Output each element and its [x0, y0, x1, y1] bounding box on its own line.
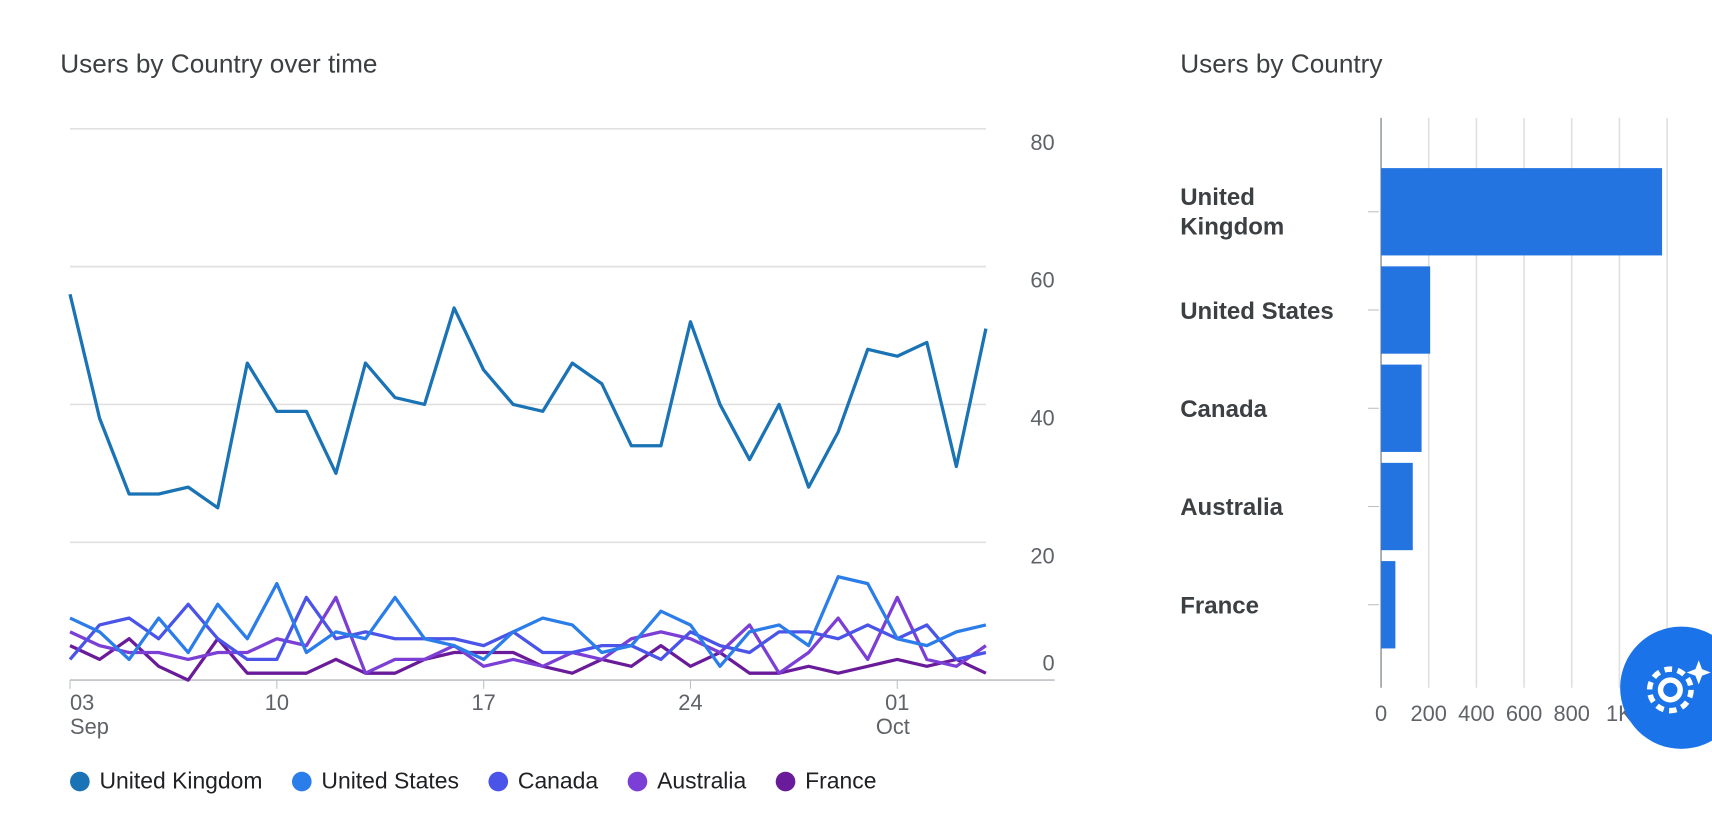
- y-tick-label: 40: [1030, 405, 1054, 430]
- chart-title: Users by Country: [1180, 48, 1383, 78]
- x-tick-label: 10: [265, 690, 289, 715]
- legend-item[interactable]: France: [775, 768, 877, 794]
- category-label: France: [1180, 591, 1259, 619]
- legend-label: United States: [321, 768, 459, 794]
- category-label-box: United Kingdom: [1180, 183, 1285, 241]
- legend-swatch: [488, 771, 509, 792]
- series-line: [69, 595, 987, 675]
- insights-button[interactable]: [1620, 626, 1712, 749]
- legend-swatch: [775, 771, 796, 792]
- category-label-box: Canada: [1180, 394, 1267, 422]
- chart-title: Users by Country over time: [60, 48, 377, 78]
- legend-swatch: [70, 771, 90, 792]
- x-tick-label: 03: [70, 690, 94, 715]
- bar: [1381, 462, 1413, 551]
- legend-swatch: [291, 771, 312, 792]
- x-tick-label: Oct: [876, 714, 910, 739]
- legend-item[interactable]: Canada: [488, 768, 598, 794]
- y-tick-label: 0: [1043, 651, 1055, 676]
- y-tick-label: 20: [1030, 543, 1054, 568]
- series-line: [69, 575, 987, 668]
- legend-item[interactable]: United Kingdom: [70, 768, 262, 794]
- legend-item[interactable]: United States: [291, 768, 459, 794]
- y-tick-label: 60: [1030, 268, 1054, 293]
- category-label: United States: [1180, 296, 1334, 324]
- category-label-box: France: [1180, 591, 1259, 619]
- legend-label: France: [805, 768, 876, 794]
- category-label: United Kingdom: [1180, 183, 1285, 241]
- legend-label: United Kingdom: [100, 768, 263, 794]
- x-tick-label: 01: [885, 690, 909, 715]
- legend-label: Australia: [657, 768, 746, 794]
- category-label: Australia: [1180, 492, 1283, 521]
- sparkle-icon: [1686, 660, 1711, 685]
- bar: [1381, 561, 1396, 649]
- y-tick-label: 80: [1030, 130, 1054, 155]
- category-label: Canada: [1180, 394, 1267, 422]
- gear-icon: [1646, 666, 1694, 714]
- fab-circle[interactable]: [1620, 626, 1712, 749]
- bar: [1381, 266, 1431, 354]
- x-tick-label: 17: [472, 690, 496, 715]
- x-tick-label: 24: [678, 690, 702, 715]
- bar: [1381, 168, 1663, 256]
- bar: [1381, 364, 1422, 452]
- x-tick-label: 200: [1411, 701, 1447, 726]
- category-label-box: Australia: [1180, 492, 1283, 521]
- series-line: [68, 595, 987, 662]
- x-tick-label: 400: [1458, 701, 1494, 726]
- x-tick-label: 600: [1506, 701, 1542, 726]
- legend-label: Canada: [518, 768, 598, 794]
- legend-item[interactable]: Australia: [627, 768, 747, 794]
- x-tick-label: 0: [1375, 701, 1387, 726]
- x-tick-label: Sep: [70, 714, 109, 739]
- series-line: [68, 293, 988, 510]
- x-tick-label: 800: [1554, 701, 1590, 726]
- legend-swatch: [627, 771, 648, 792]
- series-line: [69, 637, 987, 682]
- category-label-box: United States: [1180, 296, 1334, 324]
